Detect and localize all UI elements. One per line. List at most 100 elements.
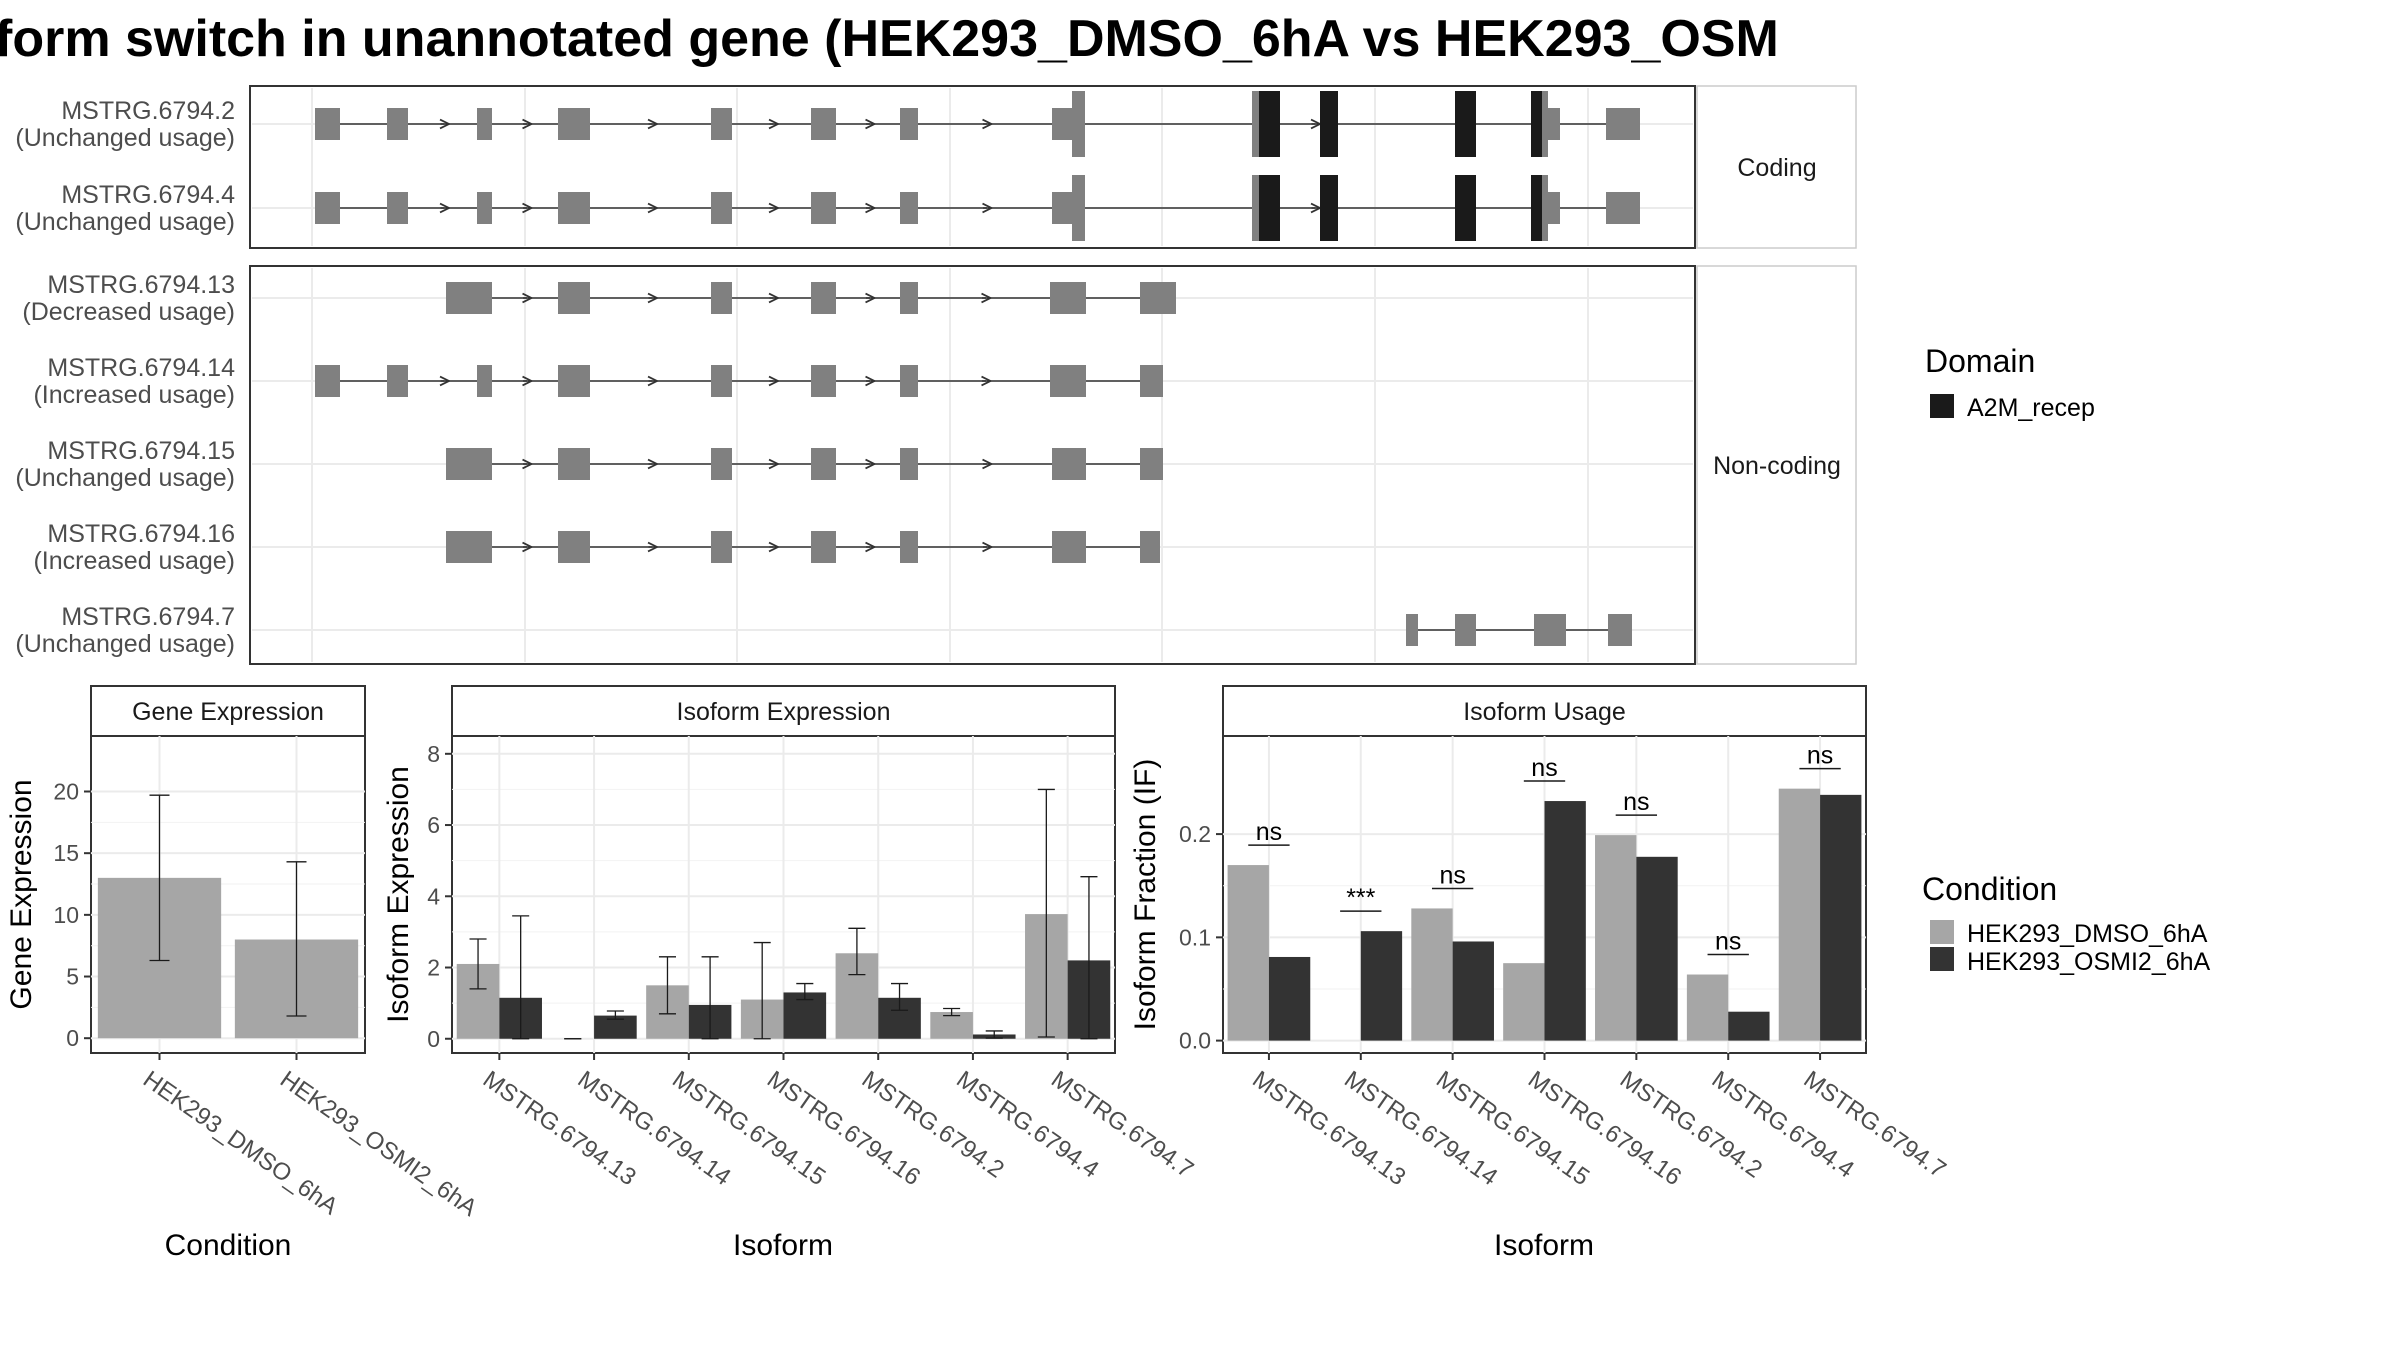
- exon-block: [446, 531, 492, 563]
- transcript-row: MSTRG.6794.7(Unchanged usage): [15, 603, 1632, 658]
- exon-block: [1547, 192, 1560, 224]
- transcript-name: MSTRG.6794.7: [61, 603, 235, 631]
- bar: [1411, 908, 1453, 1041]
- transcript-usage: (Increased usage): [33, 381, 235, 409]
- exon-block: [1606, 108, 1640, 140]
- y-tick-label: 0.2: [1179, 821, 1211, 847]
- significance-label: ns: [1807, 742, 1833, 770]
- exon-block: [900, 365, 918, 397]
- transcript-name: MSTRG.6794.4: [61, 181, 235, 209]
- bar: [930, 1012, 973, 1039]
- exon-block: [1050, 365, 1086, 397]
- y-tick-label: 0.1: [1179, 924, 1211, 950]
- bar: [1686, 974, 1729, 1041]
- significance-label: ns: [1439, 861, 1465, 889]
- x-axis-title: Isoform: [733, 1229, 833, 1262]
- y-tick-label: 6: [427, 812, 440, 838]
- exon-block: [811, 282, 836, 314]
- exon-block: [387, 192, 408, 224]
- x-tick-label: MSTRG.6794.16: [1523, 1066, 1686, 1191]
- exon-block: [811, 108, 836, 140]
- transcript-name: MSTRG.6794.13: [47, 271, 235, 299]
- exon-block: [1052, 448, 1086, 480]
- cds-block: [1538, 91, 1548, 157]
- condition-legend-title: Condition: [1922, 871, 2057, 907]
- exon-block: [477, 365, 492, 397]
- exon-block: [1140, 282, 1176, 314]
- cds-block: [1072, 175, 1085, 241]
- exon-block: [558, 192, 590, 224]
- transcript-name: MSTRG.6794.16: [47, 520, 235, 548]
- x-axis-title: Isoform: [1494, 1229, 1594, 1262]
- exon-block: [900, 448, 918, 480]
- exon-block: [711, 448, 732, 480]
- condition-legend: Condition HEK293_DMSO_6hA HEK293_OSMI2_6…: [1922, 871, 2211, 976]
- exon-block: [477, 108, 492, 140]
- bar: [594, 1015, 637, 1039]
- y-tick-label: 8: [427, 741, 440, 767]
- chart-title-strip: [90, 685, 366, 737]
- bar: [1820, 794, 1862, 1041]
- domain-block: [1259, 91, 1280, 157]
- y-tick-label: 2: [427, 955, 440, 981]
- coding-panel-frame: [249, 85, 1696, 249]
- exon-block: [900, 531, 918, 563]
- condition-legend-label-dmso: HEK293_DMSO_6hA: [1967, 920, 2208, 948]
- bar: [1544, 801, 1586, 1041]
- exon-block: [900, 282, 918, 314]
- transcript-row: MSTRG.6794.16(Increased usage): [33, 520, 1160, 575]
- transcript-usage: (Unchanged usage): [15, 124, 235, 152]
- transcript-row: MSTRG.6794.4(Unchanged usage): [15, 175, 1640, 241]
- transcript-row: MSTRG.6794.2(Unchanged usage): [15, 91, 1640, 157]
- y-tick-label: 0: [66, 1025, 79, 1051]
- exon-block: [900, 192, 918, 224]
- bar: [1595, 835, 1637, 1041]
- x-tick-label: MSTRG.6794.13: [1247, 1066, 1410, 1191]
- isoform-usage-chart: Isoform Usage 0.0 0.1 0.2 ns *** ns ns ns ns ns MST…: [1129, 685, 1951, 1262]
- bar: [1778, 788, 1821, 1041]
- transcript-usage: (Decreased usage): [22, 298, 235, 326]
- bar: [1452, 941, 1494, 1041]
- exon-block: [711, 531, 732, 563]
- exon-block: [387, 108, 408, 140]
- y-axis-title: Isoform Expression: [382, 766, 415, 1023]
- domain-legend: Domain A2M_recep: [1925, 343, 2095, 422]
- transcript-structure-panel: Coding Non-coding MSTRG.6794.2(Unchanged…: [15, 85, 1857, 665]
- exon-block: [315, 192, 340, 224]
- exon-block: [1455, 614, 1476, 646]
- exon-block: [558, 448, 590, 480]
- exon-block: [558, 365, 590, 397]
- chart-title: Isoform Expression: [677, 698, 891, 726]
- exon-block: [315, 365, 340, 397]
- exon-block: [811, 448, 836, 480]
- transcript-usage: (Unchanged usage): [15, 208, 235, 236]
- y-tick-label: 0: [427, 1026, 440, 1052]
- chart-title: Isoform Usage: [1463, 698, 1626, 726]
- exon-block: [1406, 614, 1418, 646]
- exon-block: [558, 108, 590, 140]
- exon-block: [1050, 282, 1086, 314]
- domain-legend-title: Domain: [1925, 343, 2035, 379]
- chart-title-strip: [451, 685, 1116, 737]
- exon-block: [1140, 448, 1163, 480]
- y-tick-label: 5: [66, 964, 79, 990]
- y-tick-label: 20: [53, 779, 79, 805]
- exon-block: [558, 531, 590, 563]
- transcript-name: MSTRG.6794.14: [47, 354, 235, 382]
- domain-block: [1320, 175, 1338, 241]
- exon-block: [446, 282, 492, 314]
- exon-block: [711, 192, 732, 224]
- transcript-row: MSTRG.6794.13(Decreased usage): [22, 271, 1176, 326]
- exon-block: [1606, 192, 1640, 224]
- domain-block: [1455, 91, 1476, 157]
- cds-block: [1252, 175, 1259, 241]
- chart-title: Gene Expression: [132, 698, 324, 726]
- significance-label: ns: [1623, 788, 1649, 816]
- exon-block: [1052, 531, 1086, 563]
- transcript-name: MSTRG.6794.15: [47, 437, 235, 465]
- cds-block: [1072, 91, 1085, 157]
- transcript-row: MSTRG.6794.15(Unchanged usage): [15, 437, 1163, 492]
- condition-legend-label-osmi2: HEK293_OSMI2_6hA: [1967, 948, 2211, 976]
- x-tick-label: MSTRG.6794.15: [1431, 1066, 1594, 1191]
